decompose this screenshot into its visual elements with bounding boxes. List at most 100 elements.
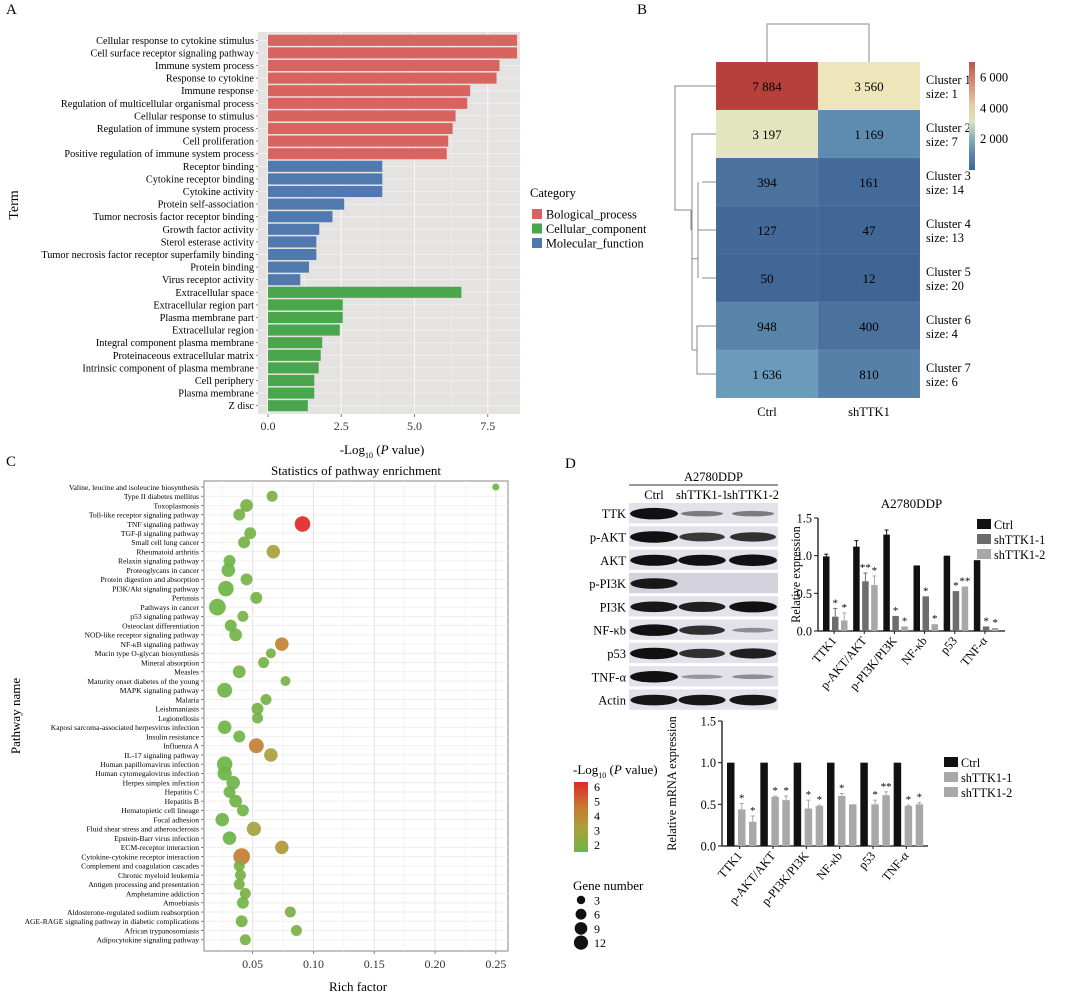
term-label: Proteinaceous extracellular matrix [113,351,255,362]
bubble [251,702,264,715]
bubble [266,490,278,502]
bubble [250,591,263,604]
blot-strip [629,572,778,594]
colorbar-tick-label: 4 000 [980,101,1008,115]
pathway-label: Hematopietic cell lineage [121,806,199,815]
column-label: shTTK1 [848,405,890,419]
term-label: Z disc [229,401,255,412]
heatmap-cell [817,301,921,351]
pathway-label: Chronic myeloid leukemia [118,871,200,880]
term-label: Immune response [181,86,254,97]
protein-band [730,532,776,542]
pathway-label: Measles [174,668,199,677]
pathway-label: Hepatitis B [165,797,199,806]
row-dendrogram [674,85,716,375]
pathway-label: ECM-receptor interaction [121,843,199,852]
cell-value: 1 169 [854,127,883,142]
panel-d-mrna-bar-chart: 0.00.51.01.5**TTK1* *p-AKT/AKT* *p-PI3K/PI… [665,715,1012,909]
colorbar-tick-label: 2 000 [980,132,1008,146]
y-axis-label: Relative expression [789,526,803,623]
bubble [229,628,242,642]
protein-band [630,647,678,660]
bar [931,624,938,631]
bubble [218,580,234,597]
bubble [232,665,246,679]
colorbar [969,62,975,170]
x-tick-label: 0.20 [425,957,446,971]
bar [268,387,315,399]
protein-band [630,507,678,520]
protein-band [729,648,777,659]
bar [871,585,878,631]
protein-band [630,671,678,683]
bar [832,616,839,631]
heatmap-cell [817,253,921,303]
term-label: Extracellular region [172,326,254,337]
y-tick-label: 0.5 [797,587,812,601]
cluster-size: size: 6 [926,375,958,389]
legend-swatch [532,209,542,219]
cell-value: 7 884 [752,79,782,94]
term-label: Cell proliferation [183,137,254,148]
y-tick-label: 0.0 [701,840,716,854]
term-label: Response to cytokine [166,74,255,85]
bar [882,795,890,846]
significance-star: * [992,617,998,629]
color-legend-bar [574,782,588,852]
term-label: Cellular response to stimulus [134,111,254,122]
significance-star: * [739,793,745,805]
cell-value: 394 [757,175,777,190]
cluster-name: Cluster 7 [926,361,971,375]
text-span: ( [373,442,381,457]
bar [892,615,899,631]
legend-swatch [532,238,542,248]
term-label: Cytokine receptor binding [146,174,254,185]
term-label: Positive regulation of immune system pro… [64,149,254,160]
pathway-label: Epstein-Barr virus infection [114,834,199,843]
protein-band [729,601,777,613]
legend-swatch [977,534,991,544]
y-tick-label: 1.0 [797,549,812,563]
heatmap-cell [817,61,921,111]
x-tick-label: 0.05 [242,957,263,971]
pathway-label: Amphetamine addiction [126,889,199,898]
significance-star: * [902,615,908,627]
bar [268,122,453,135]
bubble [275,637,289,651]
protein-label: TNF-α [592,670,627,684]
pathway-label: Herpes simplex infection [123,778,200,787]
protein-band [732,627,774,633]
pathway-label: Hepatitis C [165,788,199,797]
significance-star: * [953,580,959,592]
bubble [229,794,242,808]
pathway-label: Protein digestion and absorption [101,575,200,584]
bubble [236,804,249,817]
bubble [221,563,236,577]
legend-swatch [944,772,958,782]
legend-label: shTTK1-2 [961,786,1012,800]
panel-label-c: C [6,454,16,470]
term-label: Growth factor activity [163,225,255,236]
pathway-label: Small cell lung cancer [131,538,199,547]
bubble [239,888,251,900]
significance-star: * [806,789,812,801]
bar [871,804,879,846]
pathway-label: Mineral absorption [141,658,199,667]
bar [727,762,735,846]
heatmap-cell [817,109,921,159]
legend-label: Cellular_component [546,222,647,236]
bubble [217,766,232,781]
protein-band [729,554,777,566]
bubble [233,878,245,890]
text-span: 10 [598,771,606,780]
x-tick-label: 0.25 [485,957,506,971]
x-tick-label: NF-κb [898,634,929,668]
bar [268,324,340,336]
pathway-label: Pathways in cancer [140,603,199,612]
bar [838,796,846,846]
term-label: Tumor necrosis factor receptor superfami… [41,250,254,261]
heatmap-cell [817,349,921,399]
bar [860,762,868,846]
bar [268,211,333,223]
term-label: Cellular response to cytokine stimulus [96,36,254,47]
